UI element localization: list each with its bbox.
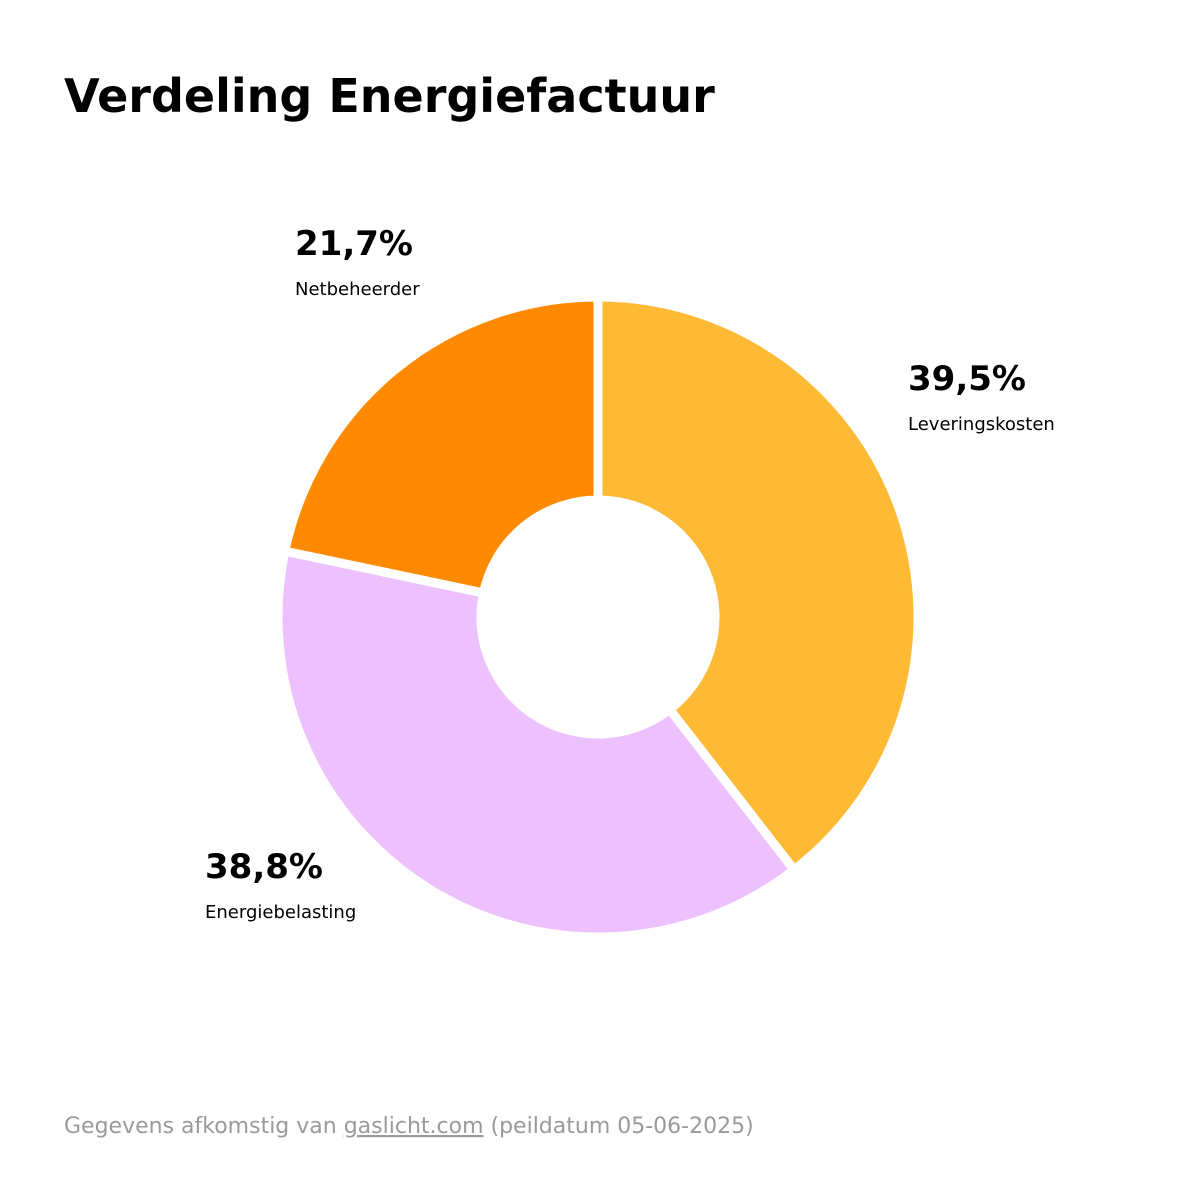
category-label: Netbeheerder [295,279,420,300]
donut-slice [593,292,923,875]
category-label: Energiebelasting [205,902,356,923]
donut-slice [280,292,603,598]
value-label: 38,8% [205,847,323,887]
source-link[interactable]: gaslicht.com [344,1114,484,1139]
value-label: 39,5% [908,359,1026,399]
source-prefix: Gegevens afkomstig van [64,1114,337,1139]
source-note: Gegevens afkomstig van gaslicht.com (pei… [64,1114,754,1139]
donut-slice [273,546,799,942]
chart-title: Verdeling Energiefactuur [64,69,715,123]
source-suffix: (peildatum 05-06-2025) [491,1114,754,1139]
category-label: Leveringskosten [908,414,1055,435]
value-label: 21,7% [295,224,413,264]
